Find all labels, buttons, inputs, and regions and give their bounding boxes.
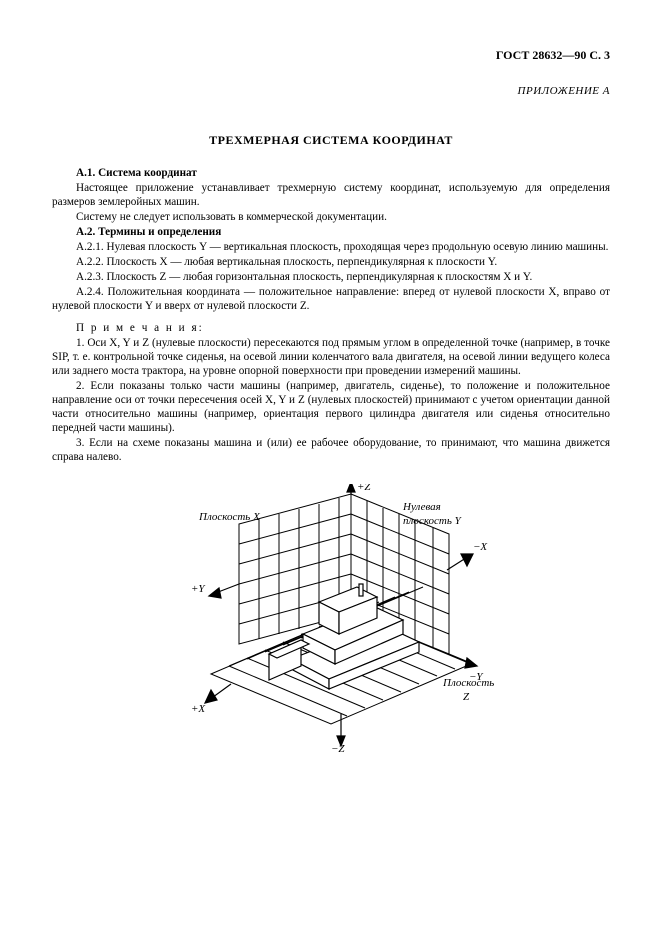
figure-container: Плоскость X Нулевая плоскость Y Плоскост… (52, 484, 610, 758)
appendix-label: ПРИЛОЖЕНИЕ А (52, 85, 610, 99)
note-2: 2. Если показаны только части машины (на… (52, 379, 610, 435)
section-a1-p2: Систему не следует использовать в коммер… (52, 210, 610, 224)
section-a2-4: А.2.4. Положительная координата — положи… (52, 285, 610, 313)
section-a2-1: А.2.1. Нулевая плоскость Y — вертикальна… (52, 240, 610, 254)
axis-plus-y: +Y (191, 583, 206, 595)
document-page: ГОСТ 28632—90 С. 3 ПРИЛОЖЕНИЕ А ТРЕХМЕРН… (0, 0, 662, 936)
axis-minus-y: −Y (469, 671, 484, 683)
axis-minus-z: −Z (331, 743, 345, 754)
axis-minus-x: −X (473, 541, 488, 553)
coordinate-system-figure: Плоскость X Нулевая плоскость Y Плоскост… (151, 484, 511, 758)
note-1: 1. Оси X, Y и Z (нулевые плоскости) пере… (52, 336, 610, 378)
axis-plus-z: +Z (357, 484, 371, 493)
notes-block: П р и м е ч а н и я: 1. Оси X, Y и Z (ну… (52, 321, 610, 464)
page-title: ТРЕХМЕРНАЯ СИСТЕМА КООРДИНАТ (52, 133, 610, 148)
doc-code: ГОСТ 28632—90 С. 3 (52, 48, 610, 63)
label-plane-z-sub: Z (463, 691, 470, 703)
note-3: 3. Если на схеме показаны машина и (или)… (52, 436, 610, 464)
axis-plus-x: +X (191, 703, 206, 715)
section-a2-3: А.2.3. Плоскость Z — любая горизонтальна… (52, 270, 610, 284)
label-null-plane-y-2: плоскость Y (403, 515, 463, 527)
section-a2-2: А.2.2. Плоскость X — любая вертикальная … (52, 255, 610, 269)
section-a1-p1: Настоящее приложение устанавливает трехм… (52, 181, 610, 209)
section-a1-heading: А.1. Система координат (52, 166, 610, 180)
label-plane-x: Плоскость X (198, 511, 261, 523)
notes-label-text: П р и м е ч а н и я: (76, 322, 204, 334)
coordinate-diagram-svg: Плоскость X Нулевая плоскость Y Плоскост… (151, 484, 511, 754)
label-null-plane-y-1: Нулевая (402, 501, 441, 513)
section-a2-heading: А.2. Термины и определения (52, 225, 610, 239)
notes-label: П р и м е ч а н и я: (52, 321, 610, 335)
